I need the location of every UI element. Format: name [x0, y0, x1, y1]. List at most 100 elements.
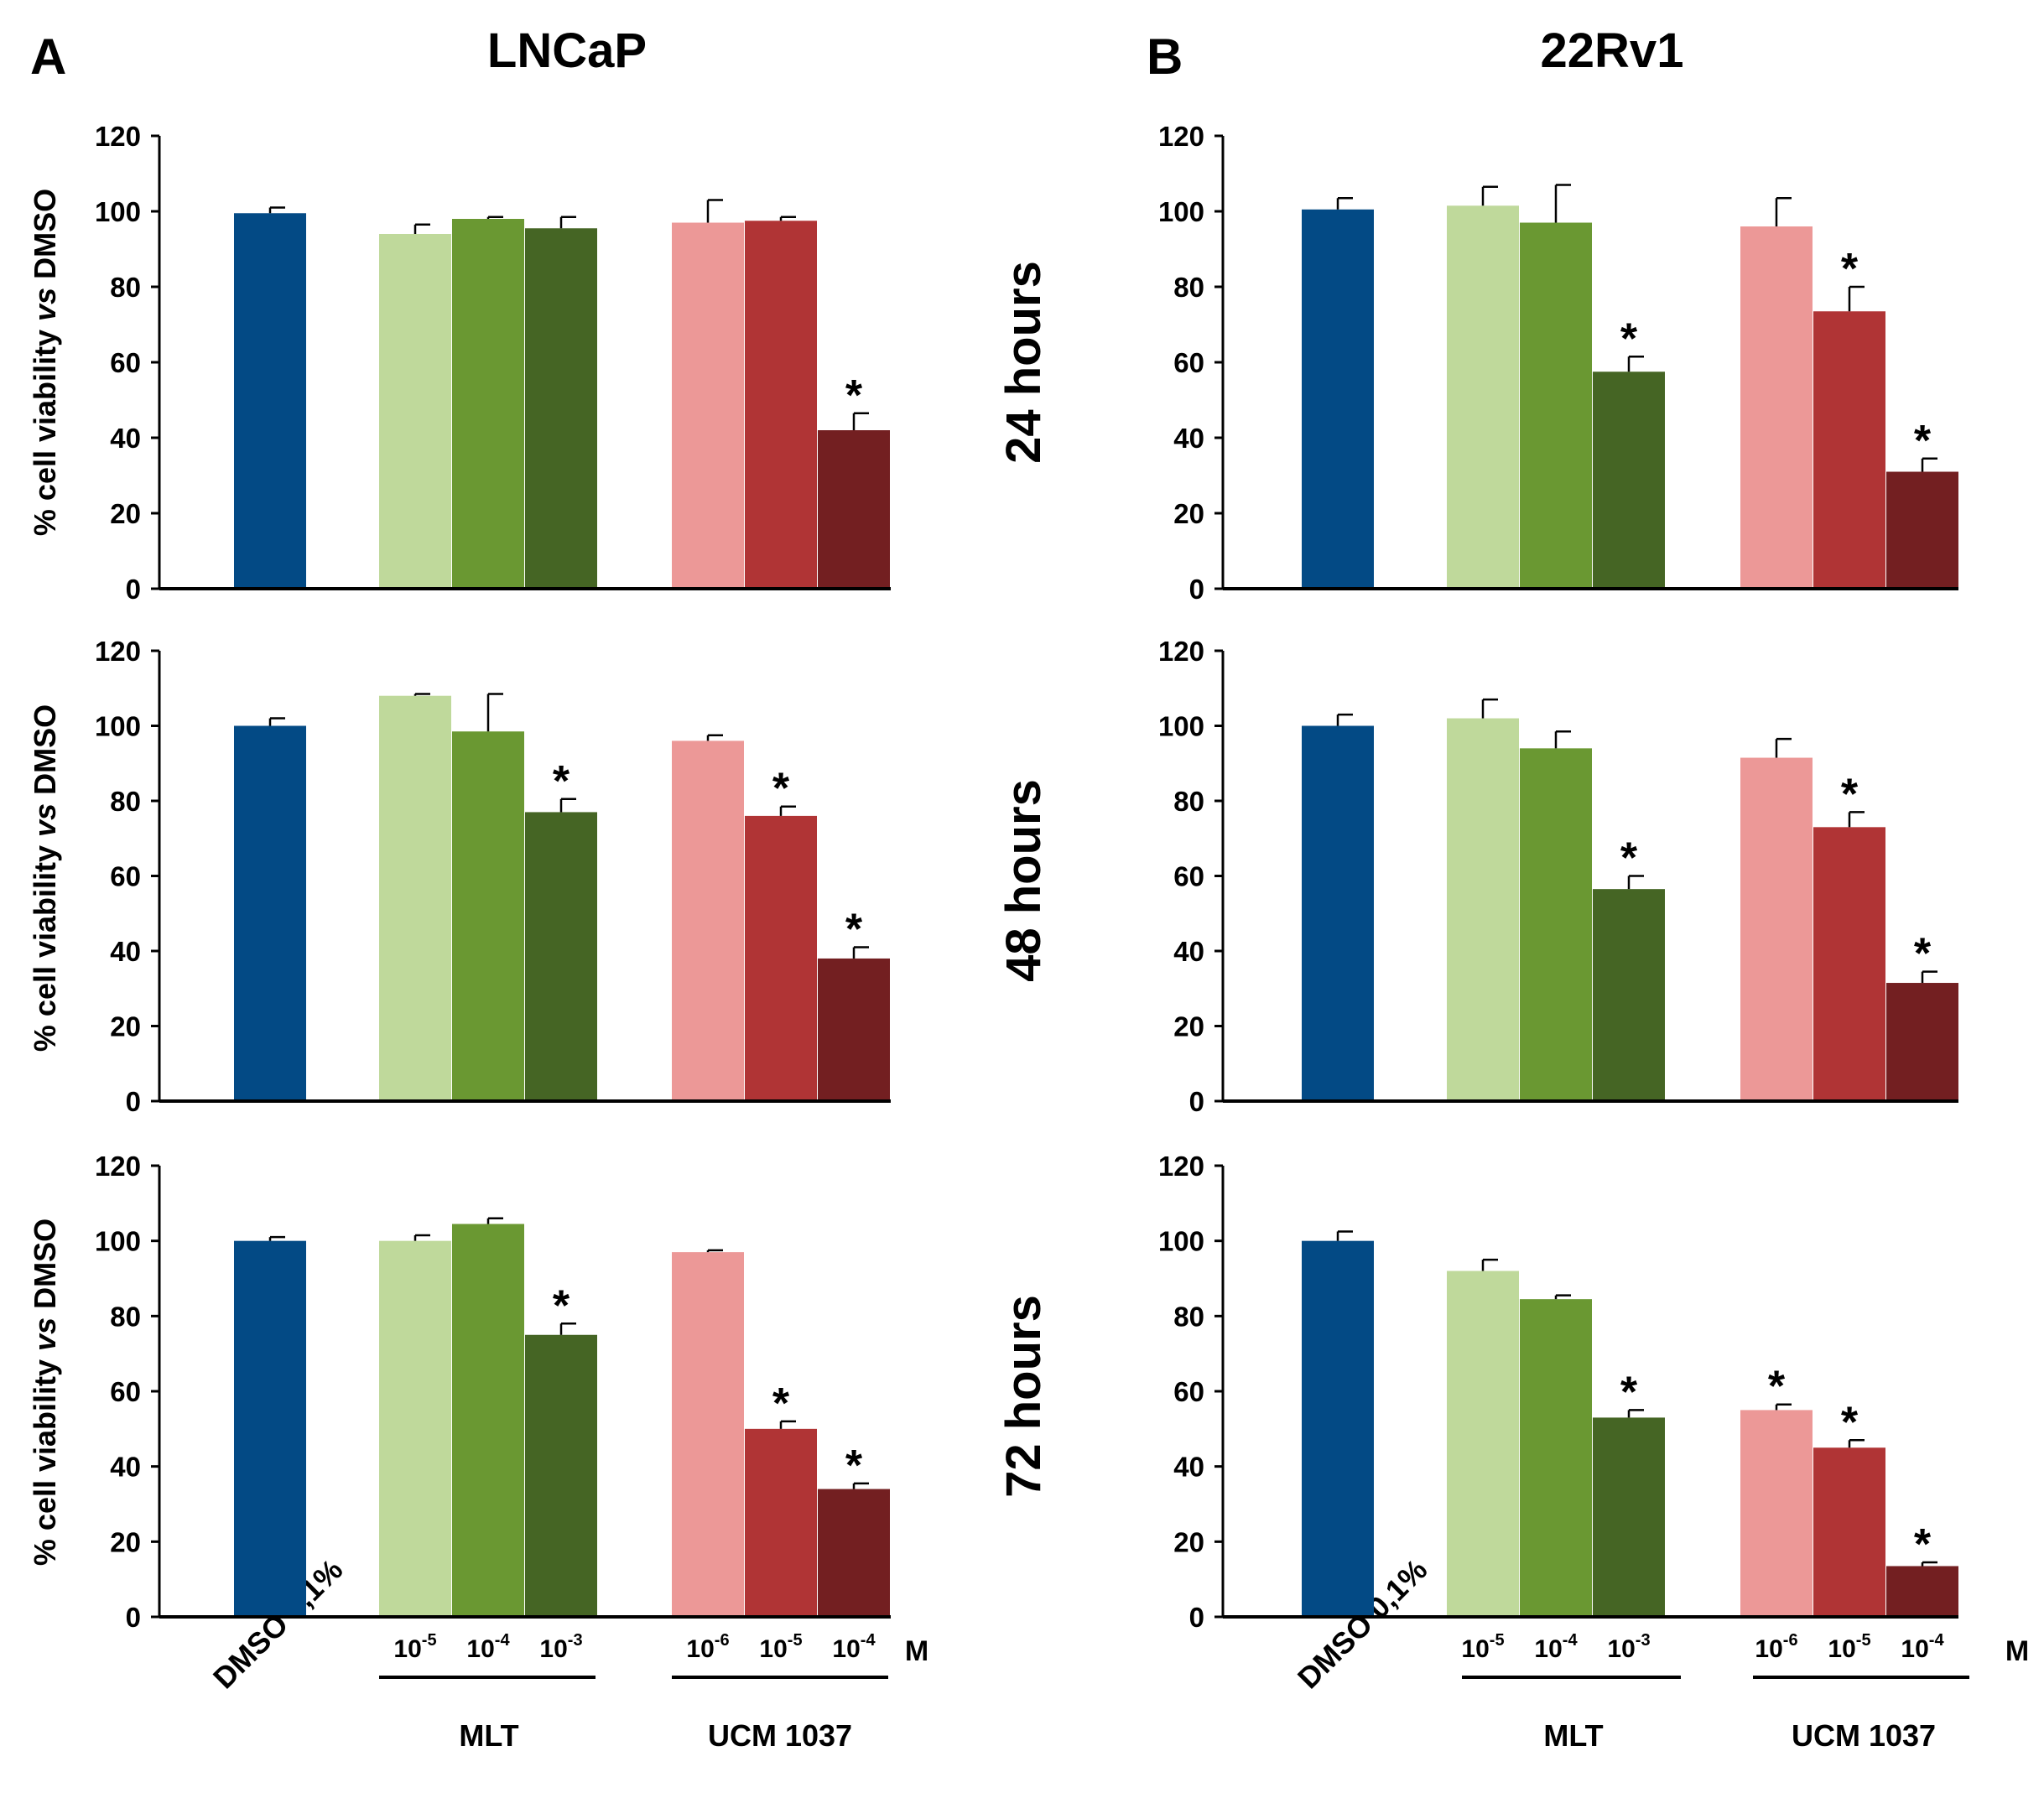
ylabel-part2: vs [28, 803, 62, 837]
ylabel-part2: vs [28, 288, 62, 321]
bar-a-row2-5 [672, 741, 744, 1101]
conc-label-b-3: 10-3 [1607, 1631, 1650, 1663]
y-tick-label-a-row3: 0 [126, 1602, 141, 1633]
conc-base: 10 [1607, 1635, 1635, 1663]
conc-exponent: -4 [495, 1631, 511, 1650]
y-tick-label-a-row3: 60 [110, 1376, 141, 1407]
bar-a-row1-5 [672, 222, 744, 589]
bar-b-row2-5 [1740, 757, 1813, 1101]
bar-b-row3-6 [1813, 1447, 1885, 1617]
ylabel-part1: % cell viability [28, 837, 62, 1052]
y-tick-label-a-row1: 100 [95, 196, 141, 227]
y-tick-label-a-row3: 120 [95, 1151, 141, 1182]
y-tick-label-b-row2: 80 [1173, 786, 1204, 817]
conc-exponent: -5 [422, 1631, 437, 1650]
conc-labels-a: 10-5 10-4 10-3 10-6 10-5 10-4 [393, 1631, 876, 1663]
y-axis-label-row-2: % cell viability vs DMSO [28, 704, 62, 1052]
chart-a-row3: 0 20 40 60 80 100 120 * * * [95, 1151, 891, 1633]
y-tick-label-b-row1: 0 [1189, 574, 1204, 605]
conc-label-b-1: 10-5 [1461, 1631, 1504, 1663]
bar-b-row3-3 [1520, 1299, 1592, 1617]
y-tick-label-a-row2: 100 [95, 711, 141, 742]
bar-b-row3-5 [1740, 1410, 1813, 1617]
conc-base: 10 [1828, 1635, 1855, 1663]
significance-star-b-row3-7: * [1914, 1520, 1932, 1569]
group-label-mlt-a: MLT [459, 1718, 518, 1753]
bar-a-row2-4 [525, 812, 597, 1101]
row-label-48-hours: 48 hours [996, 779, 1051, 982]
y-tick-label-b-row1: 20 [1173, 498, 1204, 529]
significance-star-a-row3-6: * [772, 1380, 790, 1428]
significance-star-b-row3-4: * [1620, 1368, 1638, 1416]
bar-a-row3-4 [525, 1334, 597, 1617]
chart-b-row2: 0 20 40 60 80 100 120 * * * [1158, 636, 1958, 1117]
y-tick-label-b-row2: 60 [1173, 861, 1204, 892]
significance-star-b-row2-4: * [1620, 834, 1638, 883]
y-axis-label-row-1: % cell viability vs DMSO [28, 189, 62, 536]
bar-b-row3-1 [1302, 1240, 1374, 1617]
y-tick-label-a-row3: 80 [110, 1301, 141, 1332]
bar-a-row1-4 [525, 228, 597, 589]
group-label-ucm-a: UCM 1037 [708, 1718, 852, 1753]
significance-star-b-row1-6: * [1841, 245, 1859, 294]
panel-title-22rv1: 22Rv1 [1541, 23, 1684, 78]
conc-exponent: -3 [568, 1631, 583, 1650]
bar-b-row2-1 [1302, 725, 1374, 1101]
ylabel-part2: vs [28, 1317, 62, 1351]
conc-label-a-5: 10-5 [759, 1631, 802, 1663]
bar-b-row1-3 [1520, 222, 1592, 589]
y-tick-label-a-row1: 20 [110, 498, 141, 529]
ylabel-part3: DMSO [28, 189, 62, 288]
conc-label-b-6: 10-4 [1901, 1631, 1944, 1663]
y-tick-label-a-row1: 120 [95, 121, 141, 152]
conc-base: 10 [832, 1635, 860, 1663]
row-label-24-hours: 24 hours [996, 261, 1051, 464]
bar-b-row1-7 [1886, 471, 1958, 589]
y-tick-label-b-row1: 100 [1158, 196, 1204, 227]
conc-exponent: -4 [1929, 1631, 1945, 1650]
bar-a-row1-6 [745, 221, 817, 589]
significance-star-b-row3-5: * [1768, 1363, 1786, 1411]
conc-exponent: -5 [1490, 1631, 1505, 1650]
significance-star-a-row1-7: * [845, 372, 863, 420]
conc-base: 10 [759, 1635, 787, 1663]
y-tick-label-b-row2: 0 [1189, 1086, 1204, 1117]
conc-base: 10 [1534, 1635, 1562, 1663]
bar-b-row2-3 [1520, 748, 1592, 1101]
y-tick-label-b-row3: 20 [1173, 1526, 1204, 1557]
bar-b-row1-4 [1593, 372, 1665, 589]
conc-label-a-6: 10-4 [832, 1631, 876, 1663]
row-label-72-hours: 72 hours [996, 1295, 1051, 1498]
bar-a-row2-1 [234, 725, 306, 1101]
conc-label-a-3: 10-3 [539, 1631, 582, 1663]
conc-label-a-2: 10-4 [466, 1631, 510, 1663]
bar-a-row1-1 [234, 213, 306, 589]
bar-a-row3-6 [745, 1428, 817, 1617]
bar-b-row2-4 [1593, 889, 1665, 1101]
bar-a-row2-2 [379, 695, 451, 1101]
y-tick-label-b-row1: 80 [1173, 272, 1204, 303]
y-tick-label-b-row3: 80 [1173, 1301, 1204, 1332]
y-tick-label-b-row2: 40 [1173, 936, 1204, 967]
conc-base: 10 [1901, 1635, 1928, 1663]
panel-title-lncap: LNCaP [487, 23, 647, 78]
bar-a-row2-7 [818, 958, 890, 1101]
y-tick-label-b-row2: 120 [1158, 636, 1204, 667]
y-tick-label-a-row1: 80 [110, 272, 141, 303]
y-tick-label-a-row3: 20 [110, 1526, 141, 1557]
y-tick-label-b-row3: 40 [1173, 1452, 1204, 1483]
chart-b-row3: 0 20 40 60 80 100 120 * * * * [1158, 1151, 1958, 1633]
unit-label-b: M [2005, 1635, 2029, 1667]
chart-a-row1: 0 20 40 60 80 100 120 * [95, 121, 891, 605]
conc-exponent: -5 [1856, 1631, 1871, 1650]
y-tick-label-b-row3: 120 [1158, 1151, 1204, 1182]
conc-label-b-4: 10-6 [1755, 1631, 1797, 1663]
y-tick-label-a-row1: 40 [110, 423, 141, 454]
y-tick-label-b-row2: 100 [1158, 711, 1204, 742]
significance-star-a-row2-6: * [772, 765, 790, 813]
conc-labels-b: 10-5 10-4 10-3 10-6 10-5 10-4 [1461, 1631, 1944, 1663]
bar-b-row3-4 [1593, 1417, 1665, 1617]
bar-b-row1-2 [1447, 205, 1519, 589]
